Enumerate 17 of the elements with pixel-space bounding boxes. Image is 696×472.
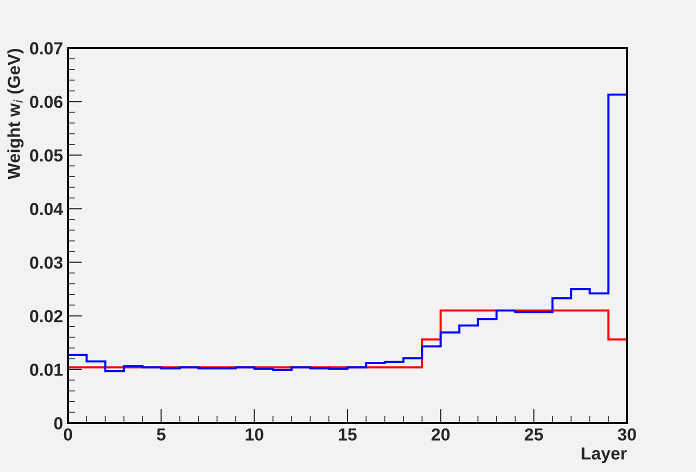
x-tick-label: 25 (524, 428, 544, 441)
y-axis-title: Weight w$_{i}$ (GeV) (7, 48, 24, 180)
x-tick-label: 15 (338, 428, 357, 441)
y-tick-label: 0.04 (30, 202, 64, 216)
y-tick-label: 0.07 (30, 42, 62, 54)
y-tick-label: 0.02 (30, 310, 62, 322)
x-tick-label: 10 (246, 428, 264, 441)
y-tick-label: 0 (54, 417, 62, 430)
x-tick-label: 0 (64, 428, 72, 441)
x-tick-label: 30 (618, 428, 636, 441)
x-tick-label: 5 (156, 428, 166, 441)
x-axis-title: Layer (582, 447, 627, 464)
y-tick-label: 0.01 (30, 364, 63, 376)
x-tick-label: 20 (432, 428, 450, 441)
y-tick-label: 0.03 (30, 256, 63, 269)
y-tick-label: 0.05 (30, 149, 63, 162)
y-tick-label: 0.06 (30, 96, 63, 108)
